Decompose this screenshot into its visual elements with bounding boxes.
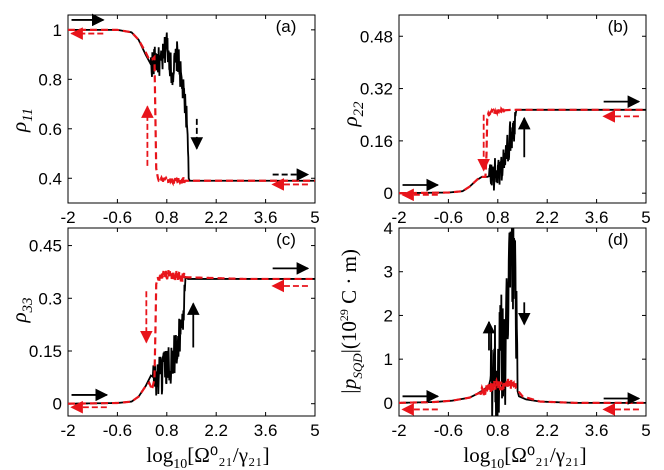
panel-b-ytick-label: 0.32 (360, 80, 393, 99)
panel-b-tag: (b) (608, 17, 629, 36)
panel-c-ytick-label: 0.45 (29, 237, 62, 256)
panel-b-ytick-label: 0.16 (360, 132, 393, 151)
panel-c-ytick-label: 0 (53, 395, 62, 414)
panel-c-xtick-label: 3.6 (254, 421, 278, 440)
panel-a-xtick-label: 2.2 (204, 208, 228, 227)
panel-d-ylabel: |pSQD|(1029 C · m) (337, 249, 365, 395)
panel-b-xtick-label: -2 (391, 208, 406, 227)
panel-d-xtick-label: 0.8 (486, 421, 510, 440)
panel-d-ytick-label: 0 (384, 394, 393, 413)
panel-c-ylabel: ρ33 (7, 297, 36, 323)
panel-b-xtick-label: 3.6 (585, 208, 609, 227)
panel-c-xtick-label: 2.2 (204, 421, 228, 440)
panel-a-xtick-label: -2 (60, 208, 75, 227)
panel-b-ylabel: ρ22 (338, 101, 367, 128)
panel-d-xtick-label: 5 (641, 421, 650, 440)
panel-b-xtick-label: 2.2 (535, 208, 559, 227)
panel-c-xtick-label: -0.6 (103, 421, 132, 440)
panel-d-frame (398, 227, 647, 417)
panel-b-series-backward (399, 106, 646, 195)
panel-c-frame (67, 227, 316, 417)
panel-c-ytick-label: 0.3 (38, 289, 62, 308)
panel-d-xtick-label: 2.2 (535, 421, 559, 440)
panel-d-xtick-label: 3.6 (585, 421, 609, 440)
panel-b-xtick-label: 5 (641, 208, 650, 227)
panel-a-ytick-label: 1 (53, 21, 62, 40)
panel-c-xtick-label: 0.8 (155, 421, 179, 440)
panel-a-xtick-label: 3.6 (254, 208, 278, 227)
panel-c-tag: (c) (276, 230, 296, 249)
panel-a-ytick-label: 0.8 (38, 70, 62, 89)
panel-d-xtick-label: -2 (391, 421, 406, 440)
panel-a: -2 -0.6 0.8 2.2 3.6 5 0.4 0.6 0.8 1 (a) ρ11 (7, 13, 320, 227)
panel-c-series-backward (68, 267, 315, 405)
panel-a-series-backward (68, 28, 315, 187)
panel-d-ytick-label: 4 (384, 219, 393, 238)
panel-a-ytick-label: 0.4 (38, 169, 62, 188)
panel-c: -2 -0.6 0.8 2.2 3.6 5 0 0.15 0.3 0.45 (c) ρ33 (7, 227, 320, 440)
panel-a-ylabel: ρ11 (7, 108, 36, 133)
panel-c-ytick-label: 0.15 (29, 342, 62, 361)
panel-b-xtick-label: -0.6 (434, 208, 463, 227)
panel-c-xtick-label: -2 (60, 421, 75, 440)
panel-d-ytick-label: 3 (384, 263, 393, 282)
panel-a-xtick-label: 5 (310, 208, 319, 227)
panel-c-plot-area: -2 -0.6 0.8 2.2 3.6 5 0 0.15 0.3 0.45 (29, 227, 320, 440)
panel-d-ytick-label: 2 (384, 306, 393, 325)
panel-d: -2 -0.6 0.8 2.2 3.6 5 0 1 2 3 4 (d) |pSQD|(1029 C … (337, 219, 651, 440)
panel-b-ytick-label: 0.48 (360, 27, 393, 46)
panel-d-xtick-label: -0.6 (434, 421, 463, 440)
panel-c-xtick-label: 5 (310, 421, 319, 440)
panel-d-xlabel: log10[Ω⁰₂₁/γ₂₁] (463, 443, 586, 470)
panel-c-series-forward (68, 275, 315, 405)
panel-d-series-backward (399, 376, 646, 404)
panel-d-plot-area: -2 -0.6 0.8 2.2 3.6 5 0 1 2 3 4 (384, 219, 651, 440)
panel-a-tag: (a) (276, 17, 297, 36)
panel-b-ytick-label: 0 (384, 184, 393, 203)
panel-b: -2 -0.6 0.8 2.2 3.6 5 0 0.16 0.32 0.48 (b) ρ22 (338, 14, 651, 227)
panel-b-xtick-label: 0.8 (486, 208, 510, 227)
panel-b-series-forward (399, 108, 646, 195)
panel-a-xtick-label: 0.8 (155, 208, 179, 227)
panel-a-ytick-label: 0.6 (38, 120, 62, 139)
panel-d-ytick-label: 1 (384, 350, 393, 369)
panel-a-frame (67, 14, 316, 204)
panel-a-plot-area: -2 -0.6 0.8 2.2 3.6 5 0.4 0.6 0.8 1 (38, 13, 320, 227)
panel-d-tag: (d) (608, 230, 629, 249)
panel-a-xtick-label: -0.6 (103, 208, 132, 227)
panel-b-plot-area: -2 -0.6 0.8 2.2 3.6 5 0 0.16 0.32 0.48 (360, 14, 651, 227)
panel-c-xlabel: log10[Ω⁰₂₁/γ₂₁] (146, 443, 269, 470)
panel-a-series-forward (68, 28, 315, 182)
